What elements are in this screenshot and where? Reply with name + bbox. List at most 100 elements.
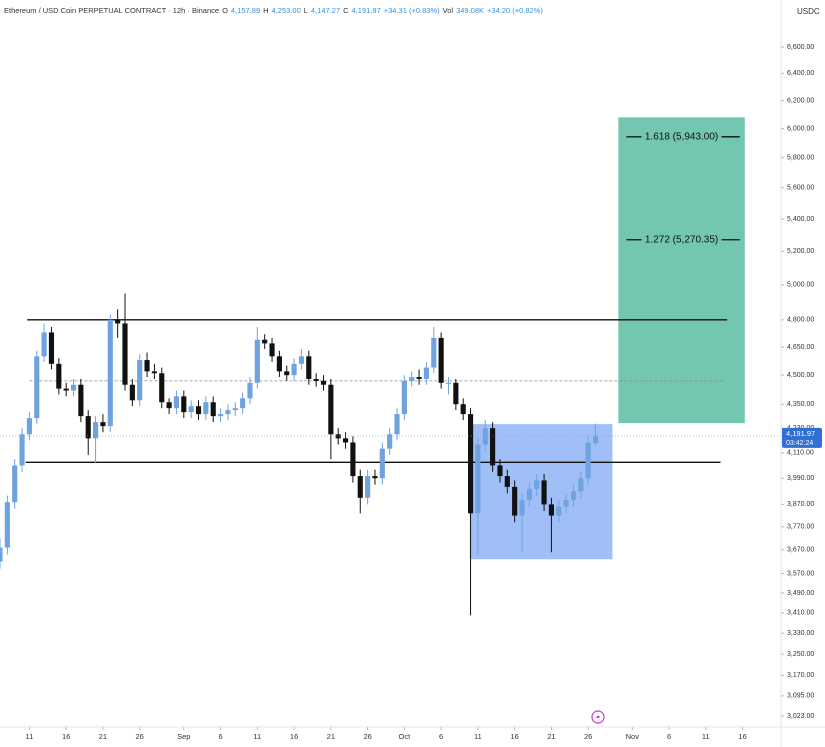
candle-body: [497, 465, 503, 477]
x-tick-label: 6: [439, 732, 443, 741]
candle-body: [350, 442, 356, 477]
candle-body: [335, 434, 341, 439]
y-tick-label: 6,600.00: [787, 44, 814, 51]
x-tick-label: 6: [218, 732, 222, 741]
header-label: O: [222, 6, 228, 15]
candle-body: [512, 486, 518, 516]
x-tick-label: 16: [738, 732, 746, 741]
candle-body: [320, 380, 327, 385]
x-tick-label: 11: [26, 732, 34, 741]
y-tick-label: 5,000.00: [787, 282, 814, 289]
candle-body: [137, 360, 143, 401]
header-value: 4,157.89: [230, 6, 261, 15]
candle-body: [365, 476, 371, 498]
candle-body: [19, 434, 25, 466]
y-tick-label: 4,350.00: [787, 401, 814, 408]
y-tick-label: 3,095.00: [787, 693, 814, 700]
x-tick-label: 26: [363, 732, 371, 741]
y-tick-label: 5,600.00: [787, 185, 814, 192]
candle-body: [394, 414, 400, 435]
price-tag-label: 4,191.97: [786, 429, 815, 438]
x-tick-label: 26: [136, 732, 144, 741]
x-tick-label: 21: [547, 732, 555, 741]
candle-body: [240, 398, 246, 409]
y-tick-label: 4,650.00: [787, 344, 814, 351]
candle-body: [556, 506, 562, 516]
candle-body: [453, 382, 459, 405]
candle-body: [563, 499, 569, 507]
candle-body: [203, 402, 209, 415]
candle-body: [122, 323, 128, 385]
candle-body: [416, 377, 422, 379]
candle-body: [85, 416, 91, 439]
candle-body: [570, 491, 577, 500]
candle-body: [34, 356, 40, 419]
candle-body: [401, 380, 407, 415]
candle-body: [254, 339, 260, 383]
x-tick-label: 6: [667, 732, 671, 741]
candle-body: [70, 384, 77, 391]
price-tag: [782, 427, 822, 448]
y-tick-label: 3,870.00: [787, 501, 814, 508]
candle-body: [379, 448, 385, 479]
candle-body: [129, 384, 135, 401]
candle-body: [342, 438, 349, 443]
x-tick-label: 16: [510, 732, 518, 741]
fib-label: 1.272 (5,270.35): [645, 234, 718, 245]
candle-body: [262, 339, 268, 344]
y-tick-label: 3,170.00: [787, 672, 814, 679]
candle-body: [225, 410, 231, 415]
candle-body: [217, 414, 224, 417]
candle-body: [12, 465, 18, 503]
candle-body: [247, 382, 253, 399]
y-tick-label: 3,770.00: [787, 524, 814, 531]
y-tick-label: 5,800.00: [787, 155, 814, 162]
candle-body: [387, 434, 393, 449]
zone: [618, 117, 745, 424]
candle-body: [269, 343, 275, 357]
candle-body: [519, 499, 525, 516]
candle-body: [372, 476, 378, 479]
y-tick-label: 3,670.00: [787, 547, 814, 554]
x-tick-label: 16: [290, 732, 298, 741]
candle-body: [460, 404, 466, 415]
candle-body: [78, 384, 84, 417]
y-tick-label: 3,990.00: [787, 475, 814, 482]
candle-body: [210, 402, 216, 417]
header-value: 4,147.27: [310, 6, 341, 15]
candle-body: [0, 547, 3, 562]
header: Ethereum / USD Coin PERPETUAL CONTRACT ·…: [4, 6, 543, 15]
y-tick-label: 4,110.00: [787, 450, 814, 457]
candle-body: [306, 356, 312, 379]
candle-body: [409, 377, 415, 381]
candle-body: [490, 428, 496, 466]
candle-body: [100, 422, 106, 427]
header-value: 4,191.97: [351, 6, 381, 15]
candle-body: [159, 373, 165, 403]
header-label: Vol: [442, 6, 454, 15]
y-tick-label: 3,023.00: [787, 713, 814, 720]
y-tick-label: 4,500.00: [787, 372, 814, 379]
candle-body: [313, 378, 319, 381]
y-tick-label: 5,200.00: [787, 248, 814, 255]
candle-body: [107, 319, 113, 427]
candle-body: [144, 360, 150, 372]
x-tick-label: Oct: [399, 732, 412, 741]
candle-body: [298, 356, 305, 364]
candle-body: [181, 396, 187, 413]
header-label: L: [303, 6, 308, 15]
y-tick-label: 4,800.00: [787, 317, 814, 324]
candle-body: [504, 476, 510, 487]
y-tick-label: 5,400.00: [787, 216, 814, 223]
x-tick-label: 11: [702, 732, 710, 741]
candle-body: [41, 332, 47, 357]
candle-body: [93, 422, 99, 439]
x-tick-label: 11: [253, 732, 261, 741]
header-value: +34.20 (+0.82%): [487, 6, 543, 15]
header-value: 349.08K: [456, 6, 485, 15]
icon: [591, 710, 605, 724]
y-tick-label: 3,330.00: [787, 630, 814, 637]
currency: USDC: [797, 7, 820, 16]
